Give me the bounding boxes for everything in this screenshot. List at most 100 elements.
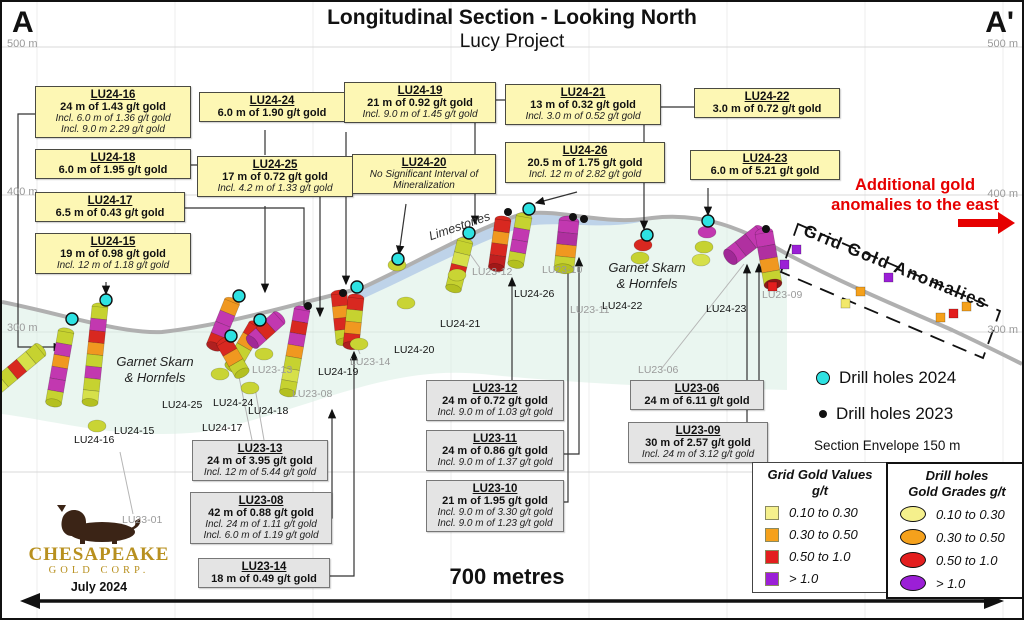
drillhole-LU24-23 <box>691 225 717 267</box>
grid-swatch-orange <box>765 527 779 542</box>
grid-swatch-red <box>765 549 779 564</box>
hole-label-LU24-24: LU24-24 <box>213 397 254 409</box>
callout-LU24-24: LU24-24 6.0 m of 1.90 g/t gold <box>199 92 345 122</box>
callout-LU24-22: LU24-22 3.0 m of 0.72 g/t gold <box>694 88 840 118</box>
title-block: Longitudinal Section - Looking North Luc… <box>262 6 762 53</box>
hole-label-LU23-14: LU23-14 <box>350 356 391 368</box>
scale-label: 700 metres <box>449 564 565 589</box>
callout-LU24-19: LU24-19 21 m of 0.92 g/t gold Incl. 9.0 … <box>344 82 496 123</box>
topography-line <box>2 210 1022 366</box>
callout-LU24-20: LU24-20 No Significant Interval of Miner… <box>352 154 496 194</box>
drillhole-LU24-16 <box>2 343 47 396</box>
page-title: Longitudinal Section - Looking North <box>327 6 697 29</box>
grade-swatch-orange <box>900 529 926 546</box>
callout-LU24-21: LU24-21 13 m of 0.32 g/t gold Incl. 3.0 … <box>505 84 661 125</box>
callout-LU23-08: LU23-08 42 m of 0.88 g/t gold Incl. 24 m… <box>190 492 332 544</box>
hole-label-LU23-13: LU23-13 <box>252 364 293 376</box>
logo-date: July 2024 <box>70 580 128 594</box>
hole-label-LU24-26: LU24-26 <box>514 288 555 300</box>
callout-LU24-16: LU24-16 24 m of 1.43 g/t gold Incl. 6.0 … <box>35 86 191 138</box>
legend-grid-gold-values: Grid Gold Values g/t 0.10 to 0.30 0.30 t… <box>752 462 888 594</box>
section-marker-a-prime: A' <box>985 6 1014 39</box>
section-marker-a: A <box>12 6 34 39</box>
grid-anomaly-squares <box>767 244 972 323</box>
page-subtitle: Lucy Project <box>459 31 565 52</box>
elev-right-300: 300 m <box>987 324 1018 336</box>
collars-2023 <box>304 208 770 310</box>
east-arrow <box>958 212 1015 234</box>
garnet-skarn-label-west: Garnet Skarn & Hornfels <box>116 354 194 386</box>
grid-swatch-yellow <box>765 505 779 520</box>
hole-label-LU24-17: LU24-17 <box>202 422 243 434</box>
hole-label-LU24-22: LU24-22 <box>602 300 643 312</box>
drillhole-LU23-12 <box>488 215 512 272</box>
elev-right-500: 500 m <box>987 38 1018 50</box>
logo-company-name: CHESAPEAKE <box>28 544 170 565</box>
hole-label-LU24-16: LU24-16 <box>74 434 115 446</box>
drillhole-LU24-25 <box>216 336 250 379</box>
callout-LU24-25: LU24-25 17 m of 0.72 g/t gold Incl. 4.2 … <box>197 156 353 197</box>
hole-label-LU23-08: LU23-08 <box>292 388 333 400</box>
callout-LU23-12: LU23-12 24 m of 0.72 g/t gold Incl. 9.0 … <box>426 380 564 421</box>
legend-row: 0.30 to 0.50 <box>894 529 1020 546</box>
hole-label-LU23-01: LU23-01 <box>122 514 163 526</box>
callout-LU23-11: LU23-11 24 m of 0.86 g/t gold Incl. 9.0 … <box>426 430 564 471</box>
hole-label-LU23-11: LU23-11 <box>570 304 610 316</box>
callout-LU24-17: LU24-17 6.5 m of 0.43 g/t gold <box>35 192 185 222</box>
legend-drillhole-grades: Drill holes Gold Grades g/t 0.10 to 0.30… <box>886 462 1022 600</box>
drill-2024-marker-icon <box>816 371 830 385</box>
legend-row: 0.10 to 0.30 <box>894 506 1020 523</box>
drillhole-LU24-17 <box>81 302 109 407</box>
elev-left-300: 300 m <box>7 322 38 334</box>
scale-arrow <box>20 593 1004 609</box>
grade-swatch-red <box>900 552 926 569</box>
hole-label-LU23-06: LU23-06 <box>638 364 679 376</box>
callout-LU24-26: LU24-26 20.5 m of 1.75 g/t gold Incl. 12… <box>505 142 665 183</box>
callout-LU24-18: LU24-18 6.0 m of 1.95 g/t gold <box>35 149 191 179</box>
additional-gold-note: Additional gold anomalies to the east <box>831 176 999 214</box>
hole-label-LU24-19: LU24-19 <box>318 366 359 378</box>
collars-2024 <box>65 202 715 343</box>
hole-label-LU23-12: LU23-12 <box>472 266 513 278</box>
elev-left-400: 400 m <box>7 186 38 198</box>
legend-row: > 1.0 <box>759 571 881 586</box>
callout-LU23-09: LU23-09 30 m of 2.57 g/t gold Incl. 24 m… <box>628 422 768 463</box>
elev-right-400: 400 m <box>987 188 1018 200</box>
hole-label-LU24-23: LU24-23 <box>706 303 747 315</box>
hole-label-LU24-20: LU24-20 <box>394 344 435 356</box>
hole-label-LU23-10: LU23-10 <box>542 264 583 276</box>
legend-row: > 1.0 <box>894 575 1020 592</box>
hole-label-LU24-25: LU24-25 <box>162 399 203 411</box>
drillhole-LU23-08 <box>279 305 311 398</box>
section-envelope-band <box>2 212 787 435</box>
grid-anomalies-box <box>779 222 1002 360</box>
callout-LU23-06: LU23-06 24 m of 6.11 g/t gold <box>630 380 764 410</box>
drillhole-LU24-15 <box>45 327 75 408</box>
callout-LU23-10: LU23-10 21 m of 1.95 g/t gold Incl. 9.0 … <box>426 480 564 532</box>
logo-company-sub: GOLD CORP. <box>48 565 150 576</box>
callout-LU23-14: LU23-14 18 m of 0.49 g/t gold <box>198 558 330 588</box>
section-envelope-note: Section Envelope 150 m <box>814 438 961 453</box>
legend-drill-2024: Drill holes 2024 <box>816 368 956 388</box>
legend-row: 0.30 to 0.50 <box>759 527 881 542</box>
hole-label-LU24-18: LU24-18 <box>248 405 289 417</box>
drillhole-LU24-26 <box>507 212 533 269</box>
elev-left-500: 500 m <box>7 38 38 50</box>
legend-row: 0.10 to 0.30 <box>759 505 881 520</box>
hole-label-LU24-15: LU24-15 <box>114 425 155 437</box>
callout-LU24-23: LU24-23 6.0 m of 5.21 g/t gold <box>690 150 840 180</box>
legend-row: 0.50 to 1.0 <box>759 549 881 564</box>
callout-LU24-15: LU24-15 19 m of 0.98 g/t gold Incl. 12 m… <box>35 233 191 274</box>
hole-label-LU24-21: LU24-21 <box>440 318 481 330</box>
hole-label-LU23-09: LU23-09 <box>762 289 803 301</box>
callout-LU23-13: LU23-13 24 m of 3.95 g/t gold Incl. 12 m… <box>192 440 328 481</box>
grade-swatch-yellow <box>900 506 926 523</box>
drillhole-segments <box>87 258 467 433</box>
grade-swatch-purple <box>900 575 926 592</box>
legend-row: 0.50 to 1.0 <box>894 552 1020 569</box>
drill-2023-marker-icon <box>819 410 827 418</box>
grid-swatch-purple <box>765 571 779 586</box>
chesapeake-dog-logo <box>57 505 141 544</box>
